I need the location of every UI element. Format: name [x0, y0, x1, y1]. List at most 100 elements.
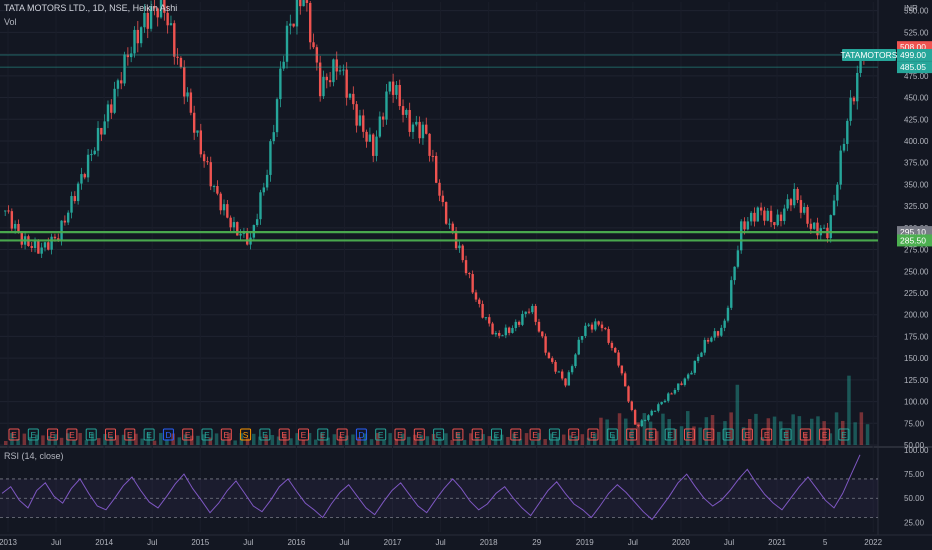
price-tick-label: 275.00 — [904, 246, 929, 255]
currency-label: INR — [904, 4, 918, 13]
event-marker-label: D — [358, 430, 364, 440]
candle-body — [53, 236, 57, 239]
candle-body — [786, 199, 789, 209]
candle-body — [650, 410, 653, 416]
candle-body — [647, 415, 650, 421]
candle-body — [816, 222, 819, 236]
candle-body — [716, 331, 720, 336]
candle-body — [388, 81, 391, 92]
candle-body — [43, 242, 47, 248]
volume-bar — [766, 418, 771, 445]
volume-bar — [462, 439, 467, 445]
volume-bar — [506, 436, 510, 445]
volume-bar — [859, 412, 864, 445]
volume-bar — [41, 435, 45, 445]
volume-bar — [617, 413, 622, 445]
volume-bar — [140, 438, 144, 445]
price-tick-label: 450.00 — [904, 94, 929, 103]
candle-body — [90, 154, 93, 156]
event-marker — [761, 428, 773, 441]
candle-body — [494, 333, 498, 335]
volume-bar — [10, 433, 14, 445]
volume-bar — [295, 433, 299, 445]
candle-body — [468, 273, 471, 275]
candle-body — [448, 223, 451, 225]
candle-body — [597, 321, 600, 325]
candle-body — [799, 200, 803, 213]
candle-body — [511, 328, 514, 333]
candle-body — [7, 210, 10, 212]
volume-bar — [456, 433, 461, 445]
event-marker-label: E — [127, 430, 133, 440]
candle-body — [527, 311, 531, 313]
candle-body — [229, 217, 232, 228]
candle-body — [630, 401, 634, 411]
volume-bar — [407, 436, 411, 445]
volume-bar — [276, 436, 281, 445]
volume-bar — [301, 440, 306, 445]
event-marker-label: E — [436, 430, 442, 440]
candle-body — [216, 186, 219, 194]
candle-body — [574, 354, 577, 367]
candle-body — [295, 0, 299, 27]
candle-body — [551, 358, 554, 362]
candle-body — [312, 42, 315, 48]
candle-body — [640, 420, 643, 427]
candle-body — [183, 67, 186, 97]
volume-bar — [332, 434, 337, 445]
candle-body — [110, 104, 113, 113]
event-marker — [838, 428, 850, 441]
volume-bar — [233, 440, 237, 445]
event-marker — [413, 428, 425, 441]
price-tick-label: 150.00 — [904, 354, 929, 363]
price-tick-label: 225.00 — [904, 289, 929, 298]
candle-body — [670, 393, 673, 395]
candle-body — [73, 196, 77, 202]
event-marker-label: E — [11, 430, 17, 440]
event-marker — [510, 428, 522, 441]
candle-body — [37, 241, 40, 254]
event-marker-label: E — [609, 430, 615, 440]
event-marker — [452, 428, 464, 441]
candle-body — [335, 59, 338, 72]
candle-body — [614, 347, 617, 353]
candle-body — [660, 401, 663, 405]
candle-body — [4, 210, 7, 212]
candle-body — [577, 339, 580, 355]
event-marker — [684, 428, 695, 441]
candle-body — [405, 110, 408, 115]
rsi-tick-label: 100.00 — [904, 446, 929, 455]
event-marker-label: E — [841, 430, 847, 440]
volume-bar — [735, 384, 740, 445]
volume-bar — [159, 433, 163, 445]
candle-body — [428, 133, 431, 156]
candle-body — [166, 12, 169, 26]
volume-bar — [90, 433, 95, 445]
candle-body — [789, 199, 793, 206]
candle-body — [537, 321, 541, 332]
event-marker-label: E — [822, 430, 828, 440]
volume-bar — [103, 433, 107, 445]
volume-bar — [487, 436, 492, 445]
volume-bar — [599, 417, 603, 445]
volume-bar — [369, 439, 374, 445]
event-marker — [568, 428, 580, 441]
volume-bar — [822, 421, 826, 445]
volume-bar — [741, 427, 746, 445]
volume-bar — [177, 437, 182, 445]
volume-bar — [227, 433, 231, 445]
candle-body — [338, 70, 342, 72]
candle-body — [246, 230, 249, 245]
event-marker-label: E — [301, 430, 307, 440]
volume-bar — [797, 416, 802, 445]
event-marker-label: E — [204, 430, 210, 440]
volume-bar — [72, 439, 76, 445]
candle-body — [491, 323, 494, 335]
event-marker — [8, 428, 20, 441]
event-marker-label: E — [513, 430, 519, 440]
candle-body — [113, 88, 116, 113]
candle-body — [10, 211, 14, 229]
event-marker — [626, 428, 638, 441]
event-marker — [587, 428, 599, 441]
